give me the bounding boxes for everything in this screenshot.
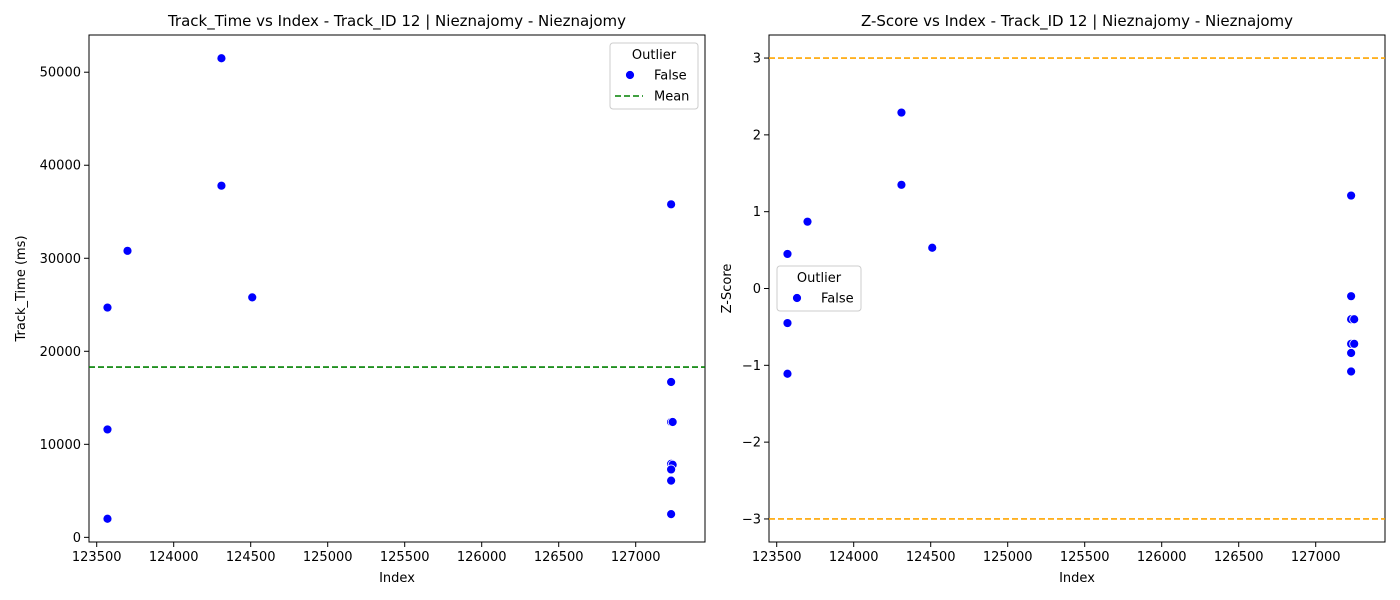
data-point bbox=[666, 509, 677, 519]
x-tick-label: 123500 bbox=[752, 550, 802, 565]
legend: Outlier False bbox=[776, 265, 862, 312]
data-point bbox=[247, 292, 258, 303]
data-point bbox=[102, 513, 113, 524]
data-point bbox=[1349, 314, 1360, 325]
x-tick-label: 126500 bbox=[1214, 550, 1264, 565]
chart-z-score: Z-Score vs Index - Track_ID 12 | Nieznaj… bbox=[720, 12, 1386, 586]
y-tick-label: 1 bbox=[753, 205, 761, 220]
y-tick-label: 20000 bbox=[40, 345, 81, 360]
data-point bbox=[102, 424, 113, 435]
data-point bbox=[927, 242, 938, 253]
chart-title: Track_Time vs Index - Track_ID 12 | Niez… bbox=[167, 12, 626, 31]
data-point bbox=[666, 377, 677, 387]
x-tick-label: 126000 bbox=[457, 550, 507, 565]
x-tick-label: 125000 bbox=[983, 550, 1033, 565]
y-tick-label: 0 bbox=[753, 282, 761, 297]
y-tick-label: 2 bbox=[753, 128, 761, 143]
legend-title: Outlier bbox=[632, 48, 677, 63]
data-point bbox=[216, 180, 227, 191]
legend: Outlier False Mean bbox=[609, 42, 699, 110]
data-point bbox=[666, 475, 677, 486]
chart-title: Z-Score vs Index - Track_ID 12 | Nieznaj… bbox=[861, 12, 1293, 31]
x-tick-label: 125500 bbox=[1060, 550, 1110, 565]
x-tick-label: 124000 bbox=[149, 550, 199, 565]
data-point bbox=[102, 302, 113, 313]
data-point bbox=[216, 53, 227, 64]
data-point bbox=[896, 107, 907, 118]
y-tick-label: 30000 bbox=[40, 252, 81, 267]
y-tick-label: 10000 bbox=[40, 438, 81, 453]
y-tick-label: 50000 bbox=[40, 66, 81, 81]
x-axis-label: Index bbox=[379, 571, 415, 586]
y-tick-label: −1 bbox=[742, 359, 761, 374]
legend-false-label: False bbox=[821, 292, 854, 307]
legend-mean-label: Mean bbox=[654, 90, 689, 105]
x-tick-label: 127000 bbox=[1291, 550, 1341, 565]
chart-track-time: Track_Time vs Index - Track_ID 12 | Niez… bbox=[14, 12, 706, 586]
y-tick-label: 3 bbox=[753, 52, 761, 67]
legend-title: Outlier bbox=[797, 271, 842, 286]
data-point bbox=[1346, 190, 1357, 201]
data-point bbox=[122, 245, 133, 256]
x-tick-label: 127000 bbox=[611, 550, 661, 565]
data-point bbox=[666, 464, 677, 475]
legend-box bbox=[609, 42, 699, 110]
x-tick-label: 124500 bbox=[906, 550, 956, 565]
data-point bbox=[1349, 338, 1360, 349]
y-tick-label: 0 bbox=[73, 531, 81, 546]
y-tick-label: −3 bbox=[742, 512, 761, 527]
x-tick-label: 125500 bbox=[380, 550, 430, 565]
data-point bbox=[896, 179, 907, 190]
data-point bbox=[1346, 291, 1357, 302]
x-tick-label: 124000 bbox=[829, 550, 879, 565]
x-tick-label: 124500 bbox=[226, 550, 276, 565]
plot-area bbox=[768, 34, 1386, 543]
data-point bbox=[802, 216, 813, 227]
x-tick-label: 125000 bbox=[303, 550, 353, 565]
data-point bbox=[1346, 348, 1357, 358]
x-tick-label: 123500 bbox=[72, 550, 122, 565]
x-axis-label: Index bbox=[1059, 571, 1095, 586]
y-axis-label: Z-Score bbox=[720, 264, 735, 314]
plot-area bbox=[88, 34, 706, 543]
data-point bbox=[782, 368, 793, 379]
legend-false-label: False bbox=[654, 69, 687, 84]
x-tick-label: 126500 bbox=[534, 550, 584, 565]
data-point bbox=[666, 199, 677, 210]
y-axis-label: Track_Time (ms) bbox=[14, 235, 29, 342]
x-tick-label: 126000 bbox=[1137, 550, 1187, 565]
data-point bbox=[782, 249, 793, 259]
y-tick-label: −2 bbox=[742, 436, 761, 451]
data-point bbox=[667, 417, 678, 427]
legend-false-swatch bbox=[625, 70, 635, 80]
y-tick-label: 40000 bbox=[40, 159, 81, 174]
data-point bbox=[782, 318, 793, 328]
data-point bbox=[1346, 366, 1357, 377]
legend-false-swatch bbox=[792, 293, 802, 303]
